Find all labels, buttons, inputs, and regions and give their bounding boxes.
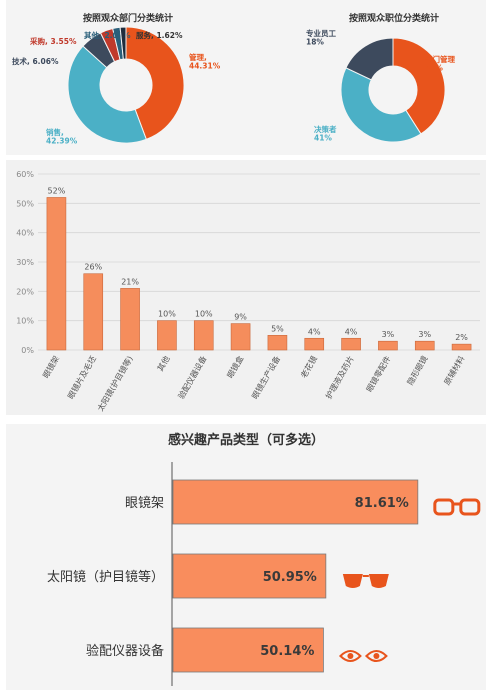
x-tick-label: 验配仪器设备	[176, 354, 209, 401]
eye-left	[339, 650, 362, 662]
y-tick-label: 60%	[16, 170, 34, 179]
x-tick-label: 眼镜架	[40, 354, 61, 380]
hbar-category-label: 眼镜架	[125, 496, 164, 511]
bar-眼镜生产设备	[267, 335, 288, 351]
x-tick-label: 太阳镜(护目镜等)	[95, 354, 135, 413]
donut-label: 销售, 42.39%	[46, 127, 78, 146]
bar-验配仪器设备	[193, 320, 214, 351]
sunglasses-lens-right	[368, 574, 389, 588]
bar-原辅材料	[451, 343, 472, 351]
donut-label: 其他, 2.07%	[84, 30, 131, 40]
donut-slice-销售	[67, 45, 147, 144]
hbar-value-label: 81.61%	[355, 496, 409, 511]
y-tick-label: 0%	[21, 346, 34, 355]
interest-bar-chart-svg: 感兴趣产品类型（可多选） 81.61% 眼镜架 50.95% 太阳镜（护目镜等） 50.1…	[47, 432, 481, 686]
sunglasses-icon	[342, 574, 389, 588]
bar-value-label: 2%	[455, 333, 468, 342]
bar-value-label: 5%	[271, 324, 284, 333]
bar-眼镜架	[46, 197, 67, 351]
category-bar-chart-panel: 0% 10% 20% 30% 40% 50% 60% 52% 眼镜架 26% 眼镜片及毛坯 21% 太阳…	[6, 160, 486, 415]
bar-value-label: 3%	[382, 330, 395, 339]
category-bar-chart-svg: 0% 10% 20% 30% 40% 50% 60% 52% 眼镜架 26% 眼镜片及毛坯 21% 太阳…	[16, 170, 480, 413]
sunglasses-lens-left	[342, 574, 363, 588]
hbar-category-label: 太阳镜（护目镜等）	[47, 569, 164, 585]
hbar-验配仪器设备	[172, 627, 324, 673]
bar-眼镜片及毛坯	[83, 273, 104, 351]
interest-bar-chart-panel: 感兴趣产品类型（可多选） 81.61% 眼镜架 50.95% 太阳镜（护目镜等） 50.1…	[6, 424, 486, 690]
y-tick-label: 40%	[16, 229, 34, 238]
donut-label: 采购, 3.55%	[29, 36, 77, 46]
y-tick-label: 20%	[16, 287, 34, 296]
bar-value-label: 9%	[234, 313, 247, 322]
bar-value-label: 3%	[418, 330, 431, 339]
y-tick-label: 30%	[16, 258, 34, 267]
bar-value-label: 52%	[48, 186, 66, 195]
hbar-category-label: 验配仪器设备	[86, 643, 164, 659]
eyes-icon	[339, 650, 388, 662]
donut-label: 管理, 44.31%	[189, 52, 221, 71]
bar-其他	[157, 320, 177, 351]
x-tick-label: 护理液及药片	[323, 354, 356, 401]
x-tick-label: 眼镜零配件	[364, 354, 393, 394]
y-tick-label: 10%	[16, 317, 34, 326]
hbar-太阳镜（护目镜等）	[172, 553, 327, 599]
bar-护理液及药片	[341, 337, 361, 351]
x-tick-label: 其他	[155, 354, 172, 373]
bar-value-label: 4%	[345, 327, 358, 336]
x-tick-label: 眼镜片及毛坯	[65, 354, 98, 401]
donut-slice-决策者	[340, 67, 422, 143]
bar-太阳镜(护目镜等)	[120, 288, 140, 351]
donut-label: 服务, 1.62%	[136, 30, 183, 40]
glasses-lens-right	[459, 498, 481, 516]
donut-label: 专业员工 18%	[306, 28, 336, 47]
hbar-title: 感兴趣产品类型（可多选）	[168, 432, 324, 448]
eye-left-pupil	[347, 653, 354, 659]
donut-title: 按照观众部门分类统计	[83, 12, 173, 24]
x-tick-label: 原辅材料	[442, 354, 467, 387]
x-tick-label: 隐形眼镜	[405, 354, 430, 387]
hbar-value-label: 50.14%	[260, 644, 314, 659]
donut-charts-panel: 按照观众部门分类统计管理, 44.31% 销售, 42.39% 技术, 6.06% 采购,…	[6, 0, 486, 155]
bar-隐形眼镜	[414, 340, 435, 351]
donut-slice-服务	[119, 26, 127, 60]
donut-label: 技术, 6.06%	[12, 56, 59, 66]
bar-value-label: 21%	[121, 277, 139, 286]
donut-slice-专业员工	[345, 37, 394, 81]
glasses-lens-left	[433, 498, 455, 516]
y-tick-label: 50%	[16, 199, 34, 208]
hbar-眼镜架	[172, 479, 419, 525]
donut-label: 决策者 41%	[314, 124, 337, 143]
x-tick-label: 老花镜	[298, 354, 319, 380]
x-tick-label: 眼镜盒	[225, 354, 246, 380]
bar-眼镜盒	[230, 323, 251, 351]
eye-right	[365, 650, 388, 662]
hbar-value-label: 50.95%	[263, 570, 317, 585]
bar-value-label: 10%	[158, 310, 176, 319]
bar-value-label: 26%	[84, 263, 102, 272]
donut-slice-管理	[125, 26, 185, 140]
eye-right-pupil	[373, 653, 380, 659]
bar-value-label: 4%	[308, 327, 321, 336]
donut-label: 部门管理 41%	[425, 54, 455, 73]
bar-眼镜零配件	[378, 340, 398, 351]
x-tick-label: 眼镜生产设备	[249, 354, 282, 401]
donut-title: 按照观众职位分类统计	[349, 12, 439, 24]
bar-老花镜	[304, 337, 325, 351]
glasses-icon	[433, 498, 481, 516]
bar-value-label: 10%	[195, 310, 213, 319]
donut-slice-部门管理	[392, 37, 446, 135]
